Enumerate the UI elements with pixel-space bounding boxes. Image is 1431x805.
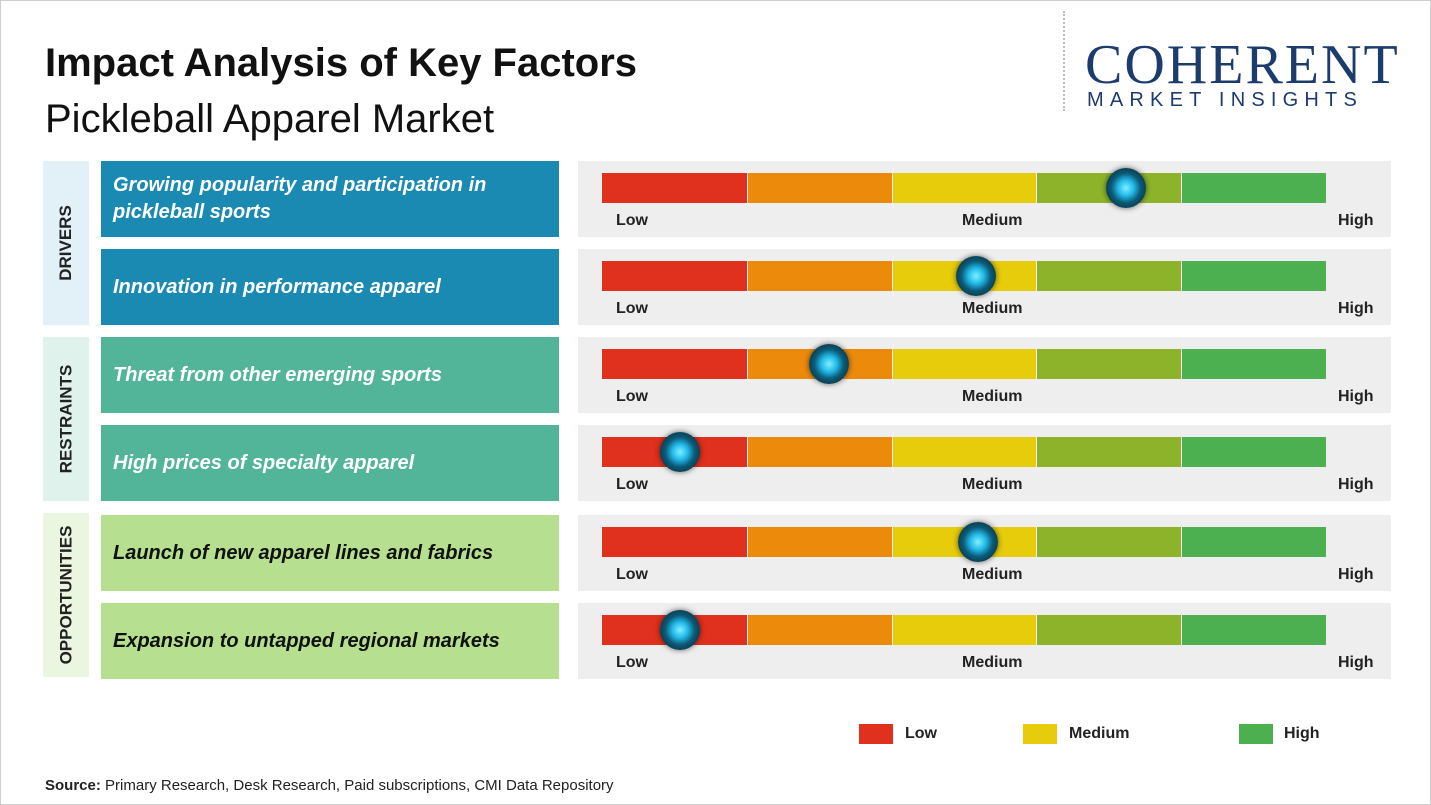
- gauge-label: High: [1338, 566, 1374, 583]
- legend-swatch: [859, 724, 893, 744]
- gauge-segment: [602, 173, 747, 203]
- gauge-segment: [1037, 349, 1182, 379]
- gauge-label: Medium: [962, 300, 1023, 317]
- legend-swatch: [1023, 724, 1057, 744]
- gauge-panel: Low Medium High: [578, 161, 1391, 237]
- impact-marker: [958, 522, 999, 562]
- source: Source: Primary Research, Desk Research,…: [45, 777, 614, 794]
- gauge-label: High: [1338, 476, 1374, 493]
- group-label: OPPORTUNITIES: [56, 525, 76, 665]
- source-text: Primary Research, Desk Research, Paid su…: [105, 777, 614, 794]
- gauge-panel: Low Medium High: [578, 249, 1391, 325]
- factor-text: Threat from other emerging sports: [101, 337, 559, 413]
- gauge-segment: [1182, 261, 1326, 291]
- legend-label: High: [1284, 725, 1320, 742]
- impact-marker: [809, 344, 850, 384]
- gauge-label: Low: [616, 566, 648, 583]
- impact-marker: [660, 610, 701, 650]
- gauge-panel: Low Medium High: [578, 515, 1391, 591]
- gauge-segment: [1037, 527, 1182, 557]
- legend-label: Medium: [1069, 725, 1130, 742]
- gauge-label: Low: [616, 476, 648, 493]
- gauge-label: Low: [616, 388, 648, 405]
- factor-text: High prices of specialty apparel: [101, 425, 559, 501]
- gauge-segment: [1182, 173, 1326, 203]
- gauge-label: High: [1338, 654, 1374, 671]
- gauge-label: Low: [616, 300, 648, 317]
- gauge-segment: [747, 615, 892, 645]
- gauge-segment: [602, 261, 747, 291]
- gauge-segment: [892, 437, 1037, 467]
- gauge-segment: [602, 527, 747, 557]
- gauge-label: High: [1338, 300, 1374, 317]
- gauge-segment: [747, 173, 892, 203]
- gauge-segment: [892, 615, 1037, 645]
- factor-text: Growing popularity and participation in …: [101, 161, 559, 237]
- factor-text: Launch of new apparel lines and fabrics: [101, 515, 559, 591]
- subtitle: Pickleball Apparel Market: [45, 97, 495, 141]
- gauge-panel: Low Medium High: [578, 425, 1391, 501]
- group-label: RESTRAINTS: [56, 364, 75, 474]
- gauge-label: Medium: [962, 566, 1023, 583]
- factor-text: Expansion to untapped regional markets: [101, 603, 559, 679]
- gauge-label: Low: [616, 212, 648, 229]
- legend-swatch: [1239, 724, 1273, 744]
- gauge-segment: [1182, 437, 1326, 467]
- impact-marker: [660, 432, 701, 472]
- gauge-segment: [892, 349, 1037, 379]
- gauge-segment: [1182, 349, 1326, 379]
- impact-marker: [955, 256, 996, 296]
- logo-tagline: MARKET INSIGHTS: [1087, 89, 1363, 111]
- gauge-label: Medium: [962, 654, 1023, 671]
- gauge-segment: [1182, 615, 1326, 645]
- gauge-segment: [1037, 261, 1182, 291]
- group-label-box: DRIVERS: [43, 161, 89, 325]
- legend-label: Low: [905, 725, 937, 742]
- gauge-segment: [602, 349, 747, 379]
- group-label: DRIVERS: [56, 205, 76, 281]
- gauge-segment: [892, 173, 1037, 203]
- logo-name: COHERENT: [1085, 34, 1400, 96]
- gauge-label: High: [1338, 212, 1374, 229]
- title: Impact Analysis of Key Factors: [45, 41, 638, 85]
- gauge-segment: [747, 527, 892, 557]
- gauge-label: High: [1338, 388, 1374, 405]
- source-label: Source:: [45, 777, 101, 794]
- gauge-label: Low: [616, 654, 648, 671]
- factor-text: Innovation in performance apparel: [101, 249, 559, 325]
- impact-marker: [1106, 168, 1147, 208]
- gauge-label: Medium: [962, 212, 1023, 229]
- group-label-box: RESTRAINTS: [43, 337, 89, 501]
- gauge-segment: [1037, 615, 1182, 645]
- gauge-segment: [1037, 437, 1182, 467]
- gauge-label: Medium: [962, 476, 1023, 493]
- logo-separator: [1063, 11, 1065, 111]
- group-label-box: OPPORTUNITIES: [43, 513, 89, 677]
- gauge-segment: [747, 261, 892, 291]
- gauge-panel: Low Medium High: [578, 603, 1391, 679]
- gauge-panel: Low Medium High: [578, 337, 1391, 413]
- gauge-segment: [747, 437, 892, 467]
- gauge-segment: [1182, 527, 1326, 557]
- gauge-label: Medium: [962, 388, 1023, 405]
